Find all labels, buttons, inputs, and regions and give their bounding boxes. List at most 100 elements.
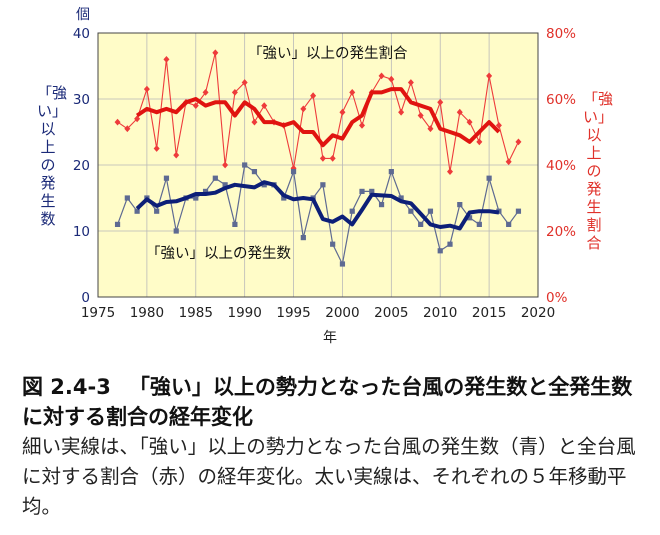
count-point bbox=[330, 241, 336, 247]
ratio-point bbox=[329, 155, 336, 162]
ratio-point bbox=[202, 89, 209, 96]
count-point bbox=[114, 221, 121, 227]
count-point bbox=[466, 215, 473, 221]
y-left-tick-label: 40 bbox=[73, 26, 90, 42]
ratio-point bbox=[505, 158, 512, 166]
count-point bbox=[300, 235, 306, 241]
count-point bbox=[437, 248, 443, 254]
ratio-point bbox=[359, 122, 365, 129]
count-point bbox=[418, 221, 424, 227]
count-point bbox=[369, 188, 375, 194]
ratio-point bbox=[153, 145, 160, 152]
left-thin-line bbox=[117, 164, 519, 265]
ratio-point bbox=[173, 151, 180, 159]
count-point bbox=[261, 182, 267, 188]
ratio-point bbox=[114, 118, 121, 126]
y-right-tick-label: 20% bbox=[546, 224, 576, 240]
ratio-point bbox=[486, 72, 493, 80]
ratio-point bbox=[124, 125, 131, 133]
y-right-tick-label: 40% bbox=[546, 158, 576, 174]
ratio-point bbox=[427, 125, 434, 133]
ratio-point bbox=[349, 89, 356, 96]
ratio-point bbox=[300, 105, 307, 113]
count-point bbox=[212, 175, 218, 181]
ratio-point bbox=[339, 108, 346, 116]
ratio-point bbox=[466, 118, 473, 126]
count-point bbox=[359, 188, 365, 194]
count-point bbox=[506, 221, 512, 227]
ratio-point bbox=[192, 102, 199, 109]
count-point bbox=[349, 208, 355, 214]
x-tick-label: 1985 bbox=[179, 305, 213, 321]
ratio-point bbox=[143, 85, 150, 93]
count-point bbox=[232, 221, 238, 227]
ratio-point bbox=[456, 108, 463, 116]
figure-title: 「強い」以上の勢力となった台風の発生数と全発生数に対する割合の経年変化 bbox=[22, 375, 633, 429]
right-thin-line bbox=[117, 52, 519, 173]
plot-frame bbox=[97, 32, 539, 298]
count-point bbox=[193, 195, 199, 201]
ratio-point bbox=[447, 168, 453, 175]
count-point bbox=[154, 208, 160, 214]
count-point bbox=[173, 228, 179, 234]
y-left-unit: 個 bbox=[76, 7, 90, 23]
count-point bbox=[447, 241, 453, 247]
right-axis-title: 「強い」以上の発生割合 bbox=[583, 90, 614, 252]
figure-caption-body: 細い実線は、「強い」以上の勢力となった台風の発生数（青）と全台風に対する割合（赤… bbox=[22, 435, 636, 518]
count-point bbox=[290, 169, 297, 175]
ratio-point bbox=[212, 49, 219, 57]
count-point bbox=[515, 208, 522, 214]
ratio-point bbox=[241, 79, 248, 86]
ratio-point bbox=[388, 75, 395, 83]
y-right-tick-label: 80% bbox=[546, 26, 576, 42]
y-right-tick-label: 0% bbox=[546, 290, 568, 306]
ratio-point bbox=[515, 138, 522, 146]
y-right-tick-label: 60% bbox=[546, 92, 576, 108]
count-point bbox=[457, 202, 463, 208]
x-tick-label: 1990 bbox=[227, 305, 261, 321]
ratio-point bbox=[261, 102, 268, 109]
x-tick-label: 2020 bbox=[521, 305, 555, 321]
ratio-point bbox=[319, 155, 326, 162]
y-left-tick-label: 20 bbox=[73, 158, 90, 174]
x-axis-label: 年 bbox=[323, 330, 337, 346]
ratio-point bbox=[495, 122, 502, 129]
count-point bbox=[476, 221, 482, 227]
count-point bbox=[388, 169, 394, 175]
x-tick-label: 2015 bbox=[472, 305, 506, 321]
ratio-point bbox=[251, 118, 258, 126]
count-point bbox=[378, 202, 385, 208]
ratio-point bbox=[417, 112, 424, 119]
x-tick-label: 2010 bbox=[423, 305, 457, 321]
y-left-tick-label: 10 bbox=[73, 224, 90, 240]
ratio-point bbox=[407, 79, 414, 86]
count-point bbox=[486, 175, 492, 181]
ratio-point bbox=[231, 89, 238, 96]
figure-caption-title: 図 2.4-3 「強い」以上の勢力となった台風の発生数と全発生数に対する割合の経年… bbox=[22, 372, 652, 432]
count-point bbox=[242, 162, 248, 168]
ratio-point bbox=[398, 108, 405, 116]
left-axis-title: 「強い」以上の発生数 bbox=[37, 84, 68, 228]
ratio-point bbox=[378, 72, 385, 80]
count-point bbox=[408, 208, 414, 214]
left-moving-average-line bbox=[135, 180, 500, 231]
ratio-point bbox=[163, 56, 170, 63]
count-point bbox=[124, 195, 130, 201]
count-point bbox=[134, 208, 140, 214]
blue-series-annotation: 「強い」以上の発生数 bbox=[146, 246, 291, 262]
ratio-point bbox=[437, 98, 444, 106]
count-point bbox=[251, 169, 258, 175]
ratio-point bbox=[310, 92, 317, 100]
chart: 1975 1980 1985 1990 1995 2000 2005 2010 2015 2020… bbox=[73, 7, 576, 346]
x-tick-label: 2005 bbox=[374, 305, 408, 321]
count-point bbox=[222, 182, 228, 188]
right-moving-average-line bbox=[135, 87, 501, 148]
count-point bbox=[398, 195, 404, 201]
ratio-point bbox=[222, 161, 229, 169]
count-point bbox=[339, 261, 346, 267]
count-point bbox=[163, 175, 170, 181]
red-series-annotation: 「強い」以上の発生割合 bbox=[248, 46, 408, 62]
count-point bbox=[320, 182, 326, 188]
count-point bbox=[281, 195, 287, 201]
figure-number: 図 2.4-3 bbox=[22, 375, 111, 399]
